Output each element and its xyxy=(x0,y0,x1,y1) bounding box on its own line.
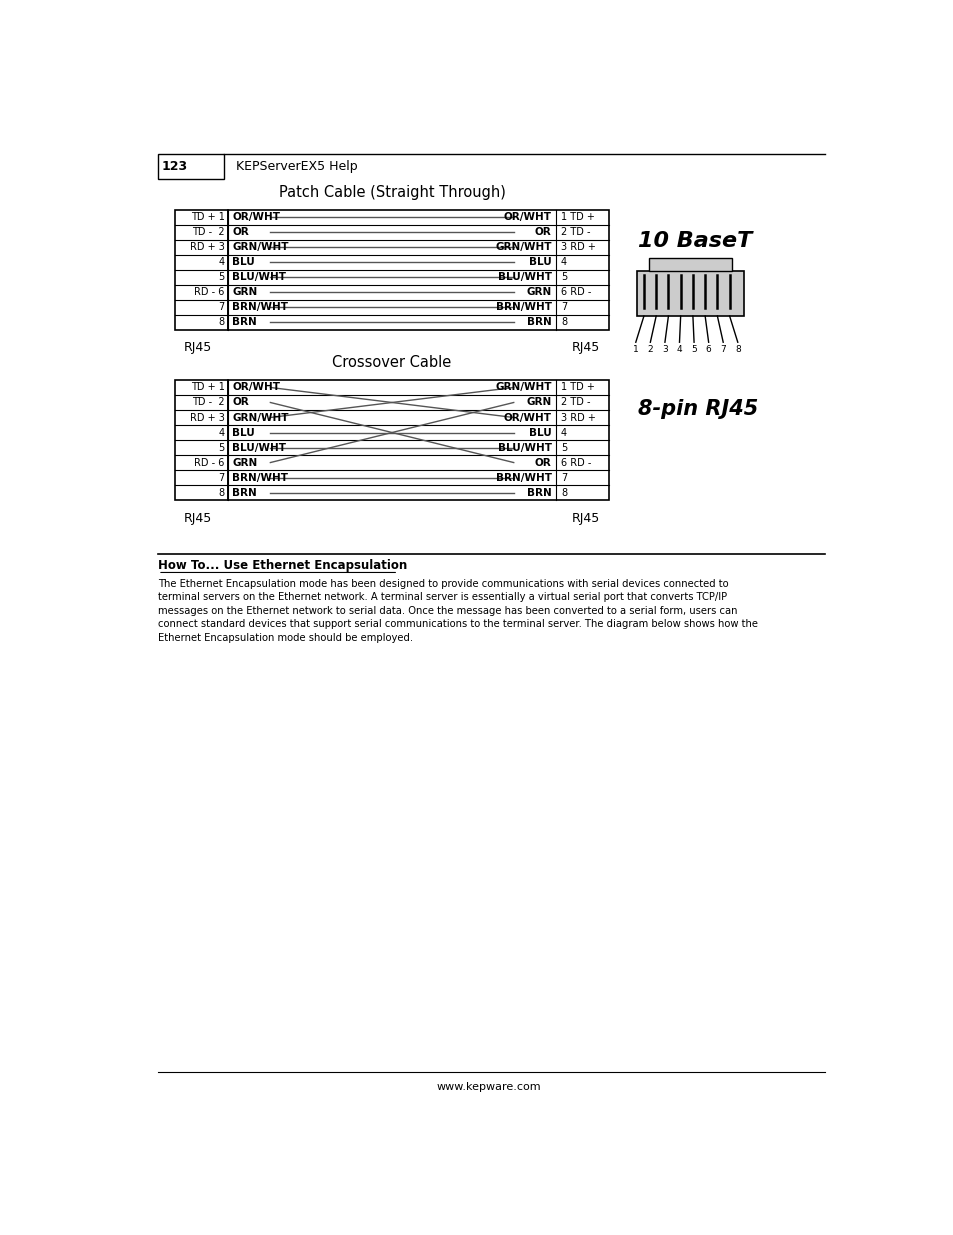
Text: BRN: BRN xyxy=(233,488,257,498)
Text: 123: 123 xyxy=(162,161,188,173)
Text: OR: OR xyxy=(233,227,249,237)
Text: RD + 3: RD + 3 xyxy=(190,242,224,252)
Text: OR/WHT: OR/WHT xyxy=(233,383,280,393)
Text: 2 TD -: 2 TD - xyxy=(560,398,590,408)
Text: 3 RD +: 3 RD + xyxy=(560,242,596,252)
Text: TD + 1: TD + 1 xyxy=(191,383,224,393)
Text: BLU/WHT: BLU/WHT xyxy=(233,273,286,283)
Text: BLU: BLU xyxy=(528,427,551,437)
Text: 8: 8 xyxy=(218,317,224,327)
Text: Patch Cable (Straight Through): Patch Cable (Straight Through) xyxy=(278,185,505,200)
Text: 4: 4 xyxy=(676,346,681,354)
Text: OR: OR xyxy=(535,457,551,468)
Text: KEPServerEX5 Help: KEPServerEX5 Help xyxy=(235,161,356,173)
Text: RJ45: RJ45 xyxy=(184,341,213,354)
Text: BLU: BLU xyxy=(528,257,551,267)
Bar xyxy=(174,380,228,500)
Text: 3 RD +: 3 RD + xyxy=(560,412,596,422)
Text: 5: 5 xyxy=(560,273,567,283)
Text: RD + 3: RD + 3 xyxy=(190,412,224,422)
Text: OR/WHT: OR/WHT xyxy=(503,212,551,222)
Text: 4: 4 xyxy=(560,257,566,267)
Text: RD - 6: RD - 6 xyxy=(194,288,224,298)
Text: 4: 4 xyxy=(560,427,566,437)
Text: 5: 5 xyxy=(218,273,224,283)
Text: BLU/WHT: BLU/WHT xyxy=(233,442,286,452)
Text: RD - 6: RD - 6 xyxy=(194,457,224,468)
Text: How To... Use Ethernet Encapsulation: How To... Use Ethernet Encapsulation xyxy=(158,559,407,572)
Text: 8: 8 xyxy=(560,317,566,327)
Text: BLU/WHT: BLU/WHT xyxy=(497,442,551,452)
Text: 1: 1 xyxy=(632,346,638,354)
Text: 4: 4 xyxy=(218,257,224,267)
Text: 6 RD -: 6 RD - xyxy=(560,288,591,298)
Text: BLU: BLU xyxy=(233,257,254,267)
Text: 7: 7 xyxy=(560,303,567,312)
Text: BRN: BRN xyxy=(233,317,257,327)
Text: GRN/WHT: GRN/WHT xyxy=(495,242,551,252)
Text: TD -  2: TD - 2 xyxy=(192,227,224,237)
Text: GRN: GRN xyxy=(526,398,551,408)
Text: GRN/WHT: GRN/WHT xyxy=(495,383,551,393)
Text: 2 TD -: 2 TD - xyxy=(560,227,590,237)
Text: 6: 6 xyxy=(705,346,711,354)
Text: RJ45: RJ45 xyxy=(571,511,599,525)
Text: BRN/WHT: BRN/WHT xyxy=(496,473,551,483)
Text: GRN: GRN xyxy=(526,288,551,298)
Text: GRN: GRN xyxy=(233,288,257,298)
Text: BLU/WHT: BLU/WHT xyxy=(497,273,551,283)
Text: TD + 1: TD + 1 xyxy=(191,212,224,222)
Text: 8: 8 xyxy=(560,488,566,498)
Text: 5: 5 xyxy=(560,442,567,452)
Bar xyxy=(228,380,608,500)
Text: OR/WHT: OR/WHT xyxy=(503,412,551,422)
Text: BRN/WHT: BRN/WHT xyxy=(233,473,288,483)
Text: BRN/WHT: BRN/WHT xyxy=(233,303,288,312)
Bar xyxy=(637,272,743,316)
Bar xyxy=(228,210,608,330)
Text: BRN: BRN xyxy=(526,488,551,498)
Text: OR: OR xyxy=(233,398,249,408)
Text: GRN: GRN xyxy=(233,457,257,468)
Text: 7: 7 xyxy=(218,473,224,483)
Text: 3: 3 xyxy=(661,346,667,354)
Text: The Ethernet Encapsulation mode has been designed to provide communications with: The Ethernet Encapsulation mode has been… xyxy=(158,579,758,643)
Text: 4: 4 xyxy=(218,427,224,437)
Text: 7: 7 xyxy=(218,303,224,312)
Text: GRN/WHT: GRN/WHT xyxy=(233,242,289,252)
Text: 1 TD +: 1 TD + xyxy=(560,383,595,393)
Text: OR: OR xyxy=(535,227,551,237)
Text: www.kepware.com: www.kepware.com xyxy=(436,1082,540,1092)
Text: BRN/WHT: BRN/WHT xyxy=(496,303,551,312)
Text: OR/WHT: OR/WHT xyxy=(233,212,280,222)
Text: 10 BaseT: 10 BaseT xyxy=(638,231,752,251)
Text: 8: 8 xyxy=(734,346,740,354)
Text: 5: 5 xyxy=(218,442,224,452)
Text: RJ45: RJ45 xyxy=(184,511,213,525)
Text: 8-pin RJ45: 8-pin RJ45 xyxy=(638,399,758,419)
Text: 7: 7 xyxy=(720,346,725,354)
Text: 5: 5 xyxy=(691,346,697,354)
Text: Crossover Cable: Crossover Cable xyxy=(332,354,451,370)
Bar xyxy=(174,210,228,330)
Text: 7: 7 xyxy=(560,473,567,483)
Text: 6 RD -: 6 RD - xyxy=(560,457,591,468)
Bar xyxy=(158,154,224,179)
Bar xyxy=(648,258,732,272)
Text: RJ45: RJ45 xyxy=(571,341,599,354)
Text: 1 TD +: 1 TD + xyxy=(560,212,595,222)
Text: 2: 2 xyxy=(647,346,653,354)
Text: GRN/WHT: GRN/WHT xyxy=(233,412,289,422)
Text: BLU: BLU xyxy=(233,427,254,437)
Text: TD -  2: TD - 2 xyxy=(192,398,224,408)
Text: 8: 8 xyxy=(218,488,224,498)
Text: BRN: BRN xyxy=(526,317,551,327)
